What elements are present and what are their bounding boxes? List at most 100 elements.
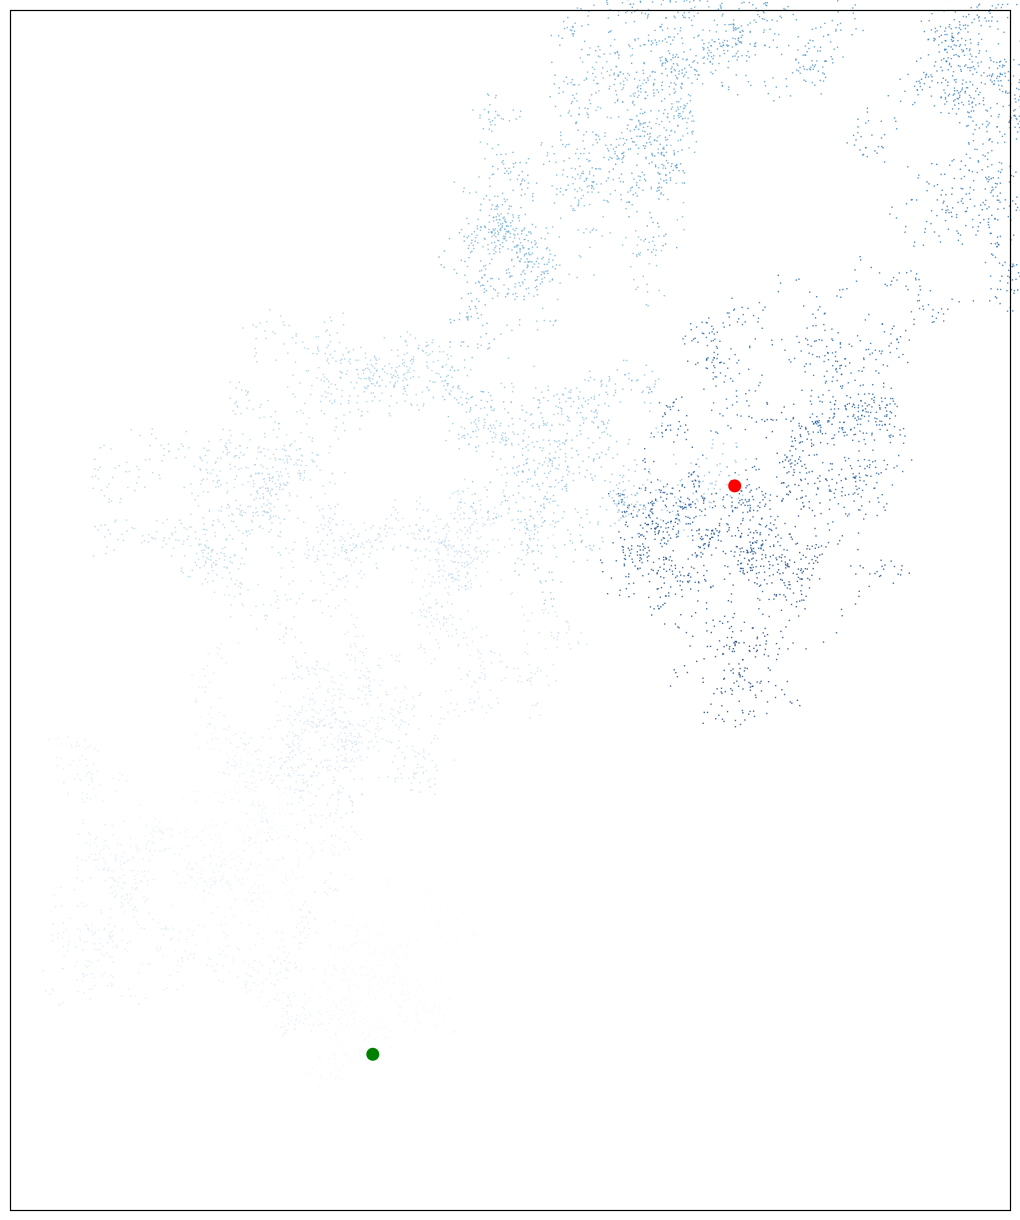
walk-point xyxy=(449,614,452,616)
walk-point xyxy=(464,710,466,713)
walk-point xyxy=(304,1002,306,1005)
walk-point xyxy=(311,725,313,727)
walk-point xyxy=(163,454,165,456)
walk-point xyxy=(303,722,305,725)
walk-point xyxy=(487,391,490,394)
walk-point xyxy=(203,891,206,893)
walk-point xyxy=(346,925,348,927)
walk-point xyxy=(195,835,198,838)
walk-point xyxy=(254,823,257,826)
walk-point xyxy=(280,751,282,754)
walk-point xyxy=(387,693,389,696)
walk-point xyxy=(367,986,369,989)
walk-point xyxy=(219,879,222,881)
walk-point xyxy=(301,797,303,799)
walk-point xyxy=(165,828,167,830)
walk-point xyxy=(259,417,261,419)
walk-point xyxy=(316,726,318,728)
walk-point xyxy=(317,531,319,533)
walk-point xyxy=(372,976,374,978)
walk-point xyxy=(446,383,448,385)
walk-point xyxy=(525,554,528,556)
walk-point xyxy=(97,959,99,962)
walk-point xyxy=(378,776,380,779)
walk-point xyxy=(404,400,406,402)
walk-point xyxy=(247,392,249,394)
walk-point xyxy=(398,660,400,662)
walk-point xyxy=(608,380,610,382)
walk-point xyxy=(552,544,554,547)
walk-point xyxy=(226,490,229,492)
walk-point xyxy=(336,1033,338,1035)
walk-point xyxy=(288,476,290,478)
walk-point xyxy=(269,507,271,510)
walk-point xyxy=(415,755,417,758)
walk-point xyxy=(48,738,50,741)
walk-point xyxy=(457,561,459,564)
walk-point xyxy=(181,960,184,963)
walk-point xyxy=(458,447,460,450)
walk-point xyxy=(577,511,579,513)
walk-point xyxy=(415,524,417,526)
walk-point xyxy=(475,509,477,511)
walk-point xyxy=(428,606,430,608)
walk-point xyxy=(532,550,535,552)
walk-point xyxy=(471,628,473,630)
walk-point xyxy=(511,444,513,446)
walk-point xyxy=(276,485,278,488)
walk-point xyxy=(332,853,334,855)
walk-point xyxy=(533,446,535,448)
walk-point xyxy=(502,439,504,441)
walk-point xyxy=(356,934,359,937)
walk-point xyxy=(428,592,430,595)
walk-point xyxy=(63,931,65,934)
walk-point xyxy=(234,402,236,405)
walk-point xyxy=(457,493,460,495)
walk-point xyxy=(140,927,142,929)
walk-point xyxy=(366,667,368,669)
walk-point xyxy=(425,926,427,929)
walk-point xyxy=(508,425,510,427)
walk-point xyxy=(73,945,76,948)
walk-point xyxy=(459,550,461,553)
walk-point xyxy=(234,786,236,788)
walk-point xyxy=(262,466,264,468)
walk-point xyxy=(348,723,350,725)
walk-point xyxy=(346,949,349,951)
walk-point xyxy=(290,722,292,724)
walk-point xyxy=(401,895,403,897)
walk-point xyxy=(683,228,685,231)
walk-point xyxy=(552,663,554,666)
walk-point xyxy=(459,514,461,516)
walk-point xyxy=(132,916,135,918)
walk-point xyxy=(582,460,584,462)
walk-point xyxy=(220,457,222,459)
walk-point xyxy=(86,925,89,927)
walk-point xyxy=(104,524,106,526)
walk-point xyxy=(332,854,334,856)
walk-point xyxy=(350,826,353,828)
walk-point xyxy=(120,877,122,880)
walk-point xyxy=(443,380,445,382)
walk-point xyxy=(445,545,447,547)
walk-point xyxy=(391,708,393,710)
walk-point xyxy=(218,856,220,858)
walk-point xyxy=(652,248,655,251)
walk-point xyxy=(322,528,324,530)
walk-point xyxy=(229,616,232,618)
walk-point xyxy=(239,445,241,447)
walk-point xyxy=(210,555,212,558)
walk-point xyxy=(354,728,356,731)
walk-point xyxy=(329,943,332,946)
walk-point xyxy=(418,950,420,952)
walk-point xyxy=(222,885,224,887)
walk-point xyxy=(634,459,636,461)
walk-point xyxy=(331,834,333,837)
walk-point xyxy=(334,350,336,352)
walk-point xyxy=(332,973,334,976)
walk-point xyxy=(307,719,309,721)
walk-point xyxy=(293,791,296,794)
walk-point xyxy=(378,657,381,660)
walk-point xyxy=(468,554,471,556)
walk-point xyxy=(403,888,405,890)
